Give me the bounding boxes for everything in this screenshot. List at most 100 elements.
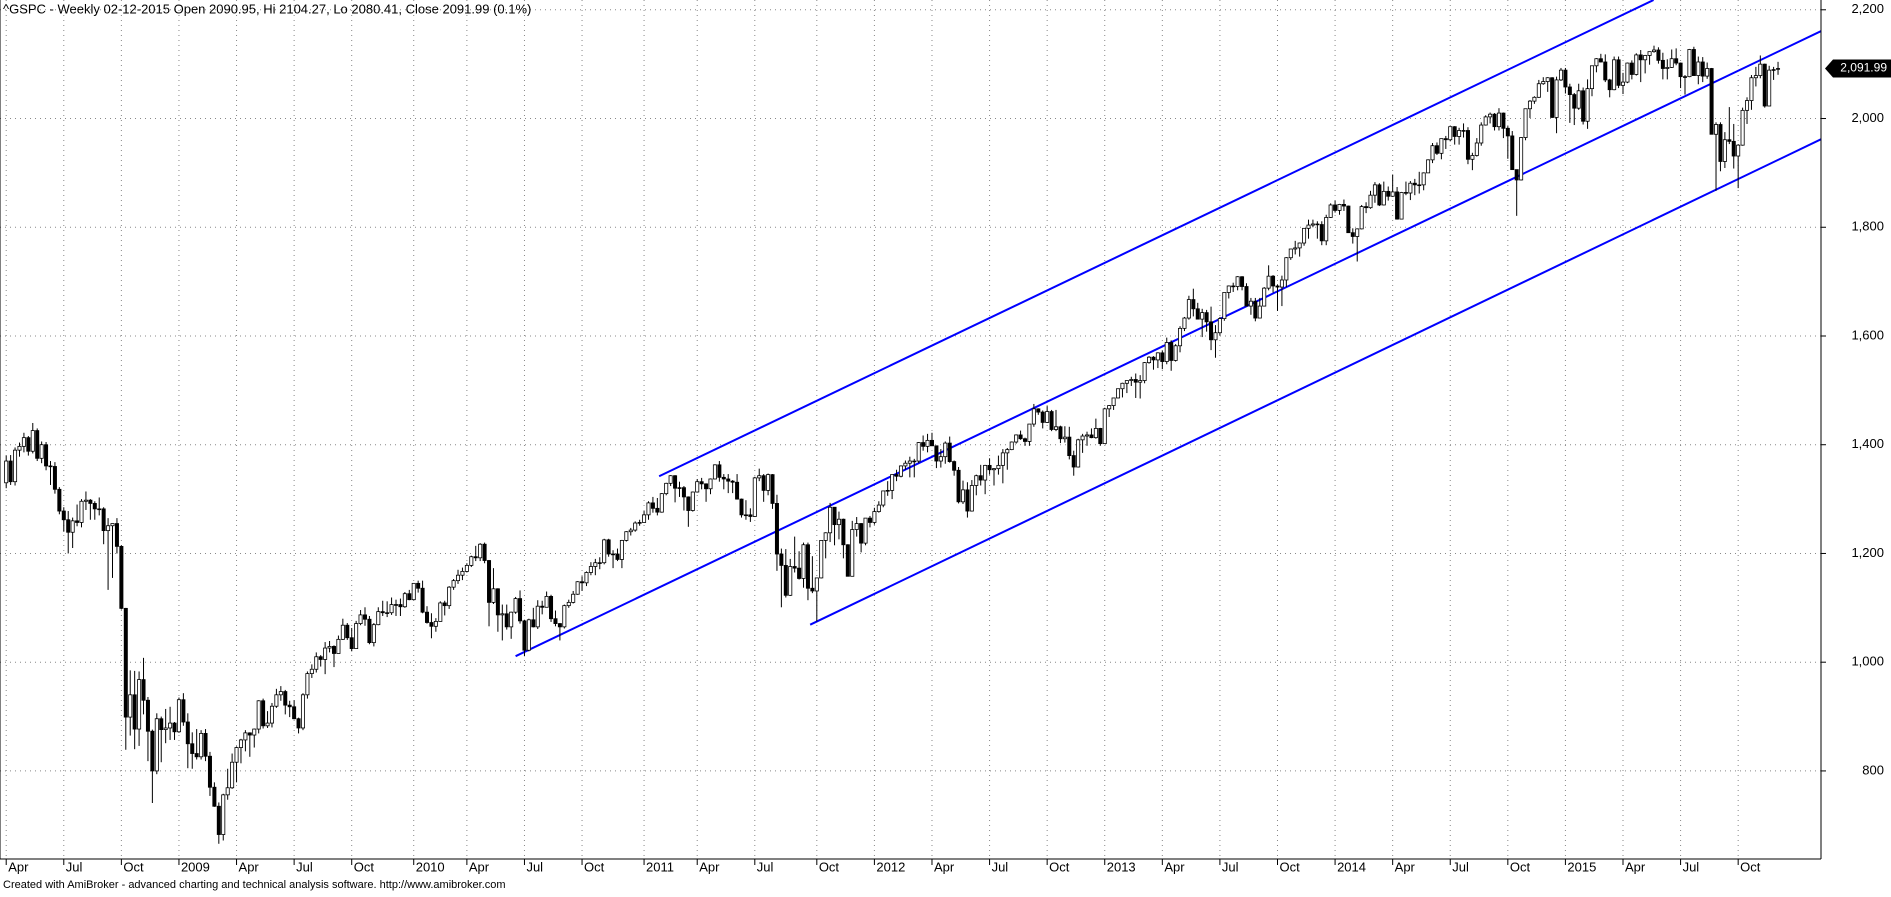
candle-body xyxy=(859,523,864,544)
chart-title: ^GSPC - Weekly 02-12-2015 Open 2090.95, … xyxy=(3,1,531,16)
x-tick-label: Apr xyxy=(469,859,490,874)
x-tick-label: 2013 xyxy=(1107,859,1136,874)
candle-body xyxy=(1390,191,1395,197)
candle-body xyxy=(943,442,948,458)
candle-body xyxy=(1426,159,1431,174)
candle-body xyxy=(513,598,518,613)
candle-body xyxy=(199,733,204,758)
candle-body xyxy=(1262,287,1267,307)
candle-body xyxy=(1279,279,1284,288)
candle-body xyxy=(978,475,983,481)
candle-body xyxy=(1324,217,1329,242)
candle-body xyxy=(788,566,793,596)
candle-body xyxy=(1271,275,1276,287)
candle-body xyxy=(8,460,13,483)
candle-body xyxy=(925,439,930,447)
candle-body xyxy=(1722,139,1727,162)
y-tick-label: 1,600 xyxy=(1851,327,1884,342)
candle-body xyxy=(1523,108,1528,138)
candle-body xyxy=(575,581,580,595)
candle-body xyxy=(380,611,385,614)
candle-body xyxy=(588,566,593,573)
candle-body xyxy=(562,605,567,628)
candle-body xyxy=(934,445,939,462)
candle-body xyxy=(1620,81,1625,86)
candle-body xyxy=(1288,248,1293,259)
candle-body xyxy=(75,520,80,523)
candle-body xyxy=(1142,362,1147,381)
candle-body xyxy=(659,493,664,513)
candle-body xyxy=(181,699,186,723)
candle-body xyxy=(983,464,988,481)
candle-body xyxy=(686,496,691,511)
candle-body xyxy=(1200,312,1205,320)
grid xyxy=(0,0,1821,859)
candle-body xyxy=(1412,182,1417,186)
candle-body xyxy=(872,511,877,523)
candle-body xyxy=(274,694,279,707)
candle-body xyxy=(1767,69,1772,107)
y-tick-label: 1,800 xyxy=(1851,219,1884,234)
candle-body xyxy=(92,503,97,510)
candle-body xyxy=(1284,257,1289,281)
y-tick-label: 2,200 xyxy=(1851,1,1884,16)
x-tick-label: Jul xyxy=(1683,859,1700,874)
candle-body xyxy=(1355,228,1360,237)
candle-body xyxy=(398,604,403,608)
last-price-label: 2,091.99 xyxy=(1840,61,1887,75)
candle-body xyxy=(1071,455,1076,468)
candle-body xyxy=(451,580,456,588)
candle-body xyxy=(190,743,195,754)
candle-body xyxy=(783,565,788,596)
candle-body xyxy=(1603,61,1608,81)
candle-body xyxy=(1222,292,1227,319)
candle-body xyxy=(1749,77,1754,101)
candle-body xyxy=(996,464,1001,470)
candle-body xyxy=(447,586,452,607)
candle-body xyxy=(774,503,779,555)
candle-body xyxy=(1474,142,1479,156)
candle-body xyxy=(1572,94,1577,109)
candle-body xyxy=(261,700,266,727)
candle-body xyxy=(876,504,881,512)
candle-body xyxy=(150,730,155,772)
candle-body xyxy=(1585,88,1590,122)
candle-body xyxy=(39,444,44,459)
candle-body xyxy=(26,437,31,452)
candle-body xyxy=(938,456,943,462)
candle-body xyxy=(1554,79,1559,118)
candle-body xyxy=(863,517,868,544)
candle-body xyxy=(1248,300,1253,307)
candle-body xyxy=(1709,68,1714,135)
candle-body xyxy=(1545,77,1550,82)
candle-body xyxy=(1160,352,1165,362)
candle-body xyxy=(1483,116,1488,126)
candle-body xyxy=(487,560,492,603)
candle-body xyxy=(283,691,288,706)
candle-body xyxy=(225,787,230,796)
last-price-marker xyxy=(1825,59,1891,78)
candle-body xyxy=(456,574,461,582)
candle-body xyxy=(243,732,248,741)
candle-body xyxy=(1643,55,1648,61)
candle-body xyxy=(1364,206,1369,209)
candle-body xyxy=(1501,112,1506,129)
candle-body xyxy=(991,468,996,471)
candle-body xyxy=(637,522,642,524)
candle-body xyxy=(128,694,133,718)
x-tick-label: Oct xyxy=(1049,859,1070,874)
candle-body xyxy=(1111,397,1116,406)
candle-body xyxy=(655,507,660,513)
candle-body xyxy=(1612,59,1617,91)
candle-body xyxy=(1120,382,1125,390)
candle-body xyxy=(1315,223,1320,226)
candle-body xyxy=(1009,441,1014,451)
x-tick-label: Oct xyxy=(123,859,144,874)
candle-body xyxy=(482,543,487,561)
candle-body xyxy=(1027,423,1032,442)
candle-body xyxy=(159,718,164,731)
candle-body xyxy=(1488,113,1493,118)
x-tick-label: Jul xyxy=(66,859,83,874)
candle-body xyxy=(1164,342,1169,362)
candle-body xyxy=(88,499,93,504)
